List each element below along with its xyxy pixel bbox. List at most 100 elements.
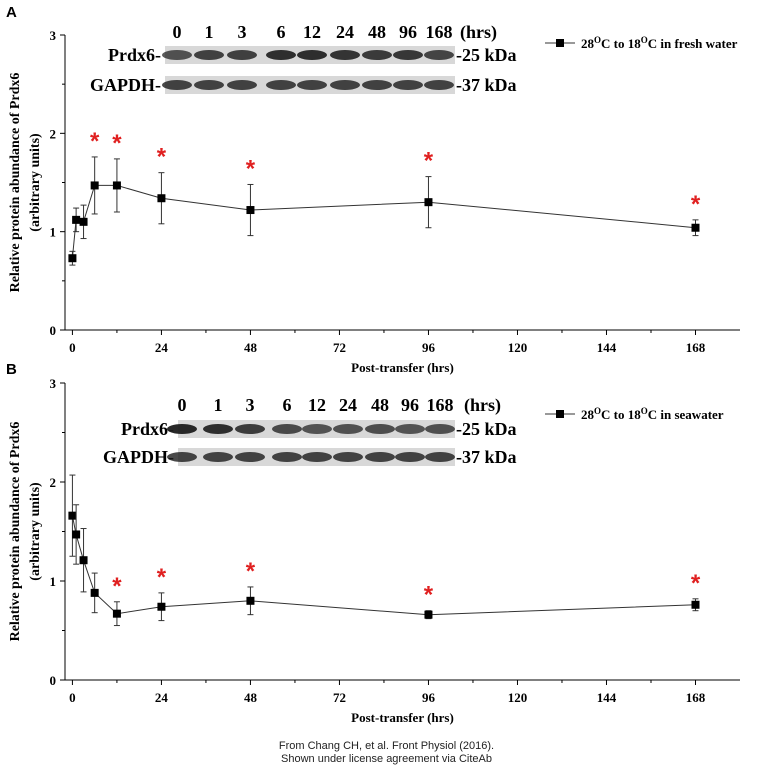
x-tick-label: 96	[422, 340, 436, 355]
blot-time-label: 48	[368, 22, 386, 42]
blot-band-prdx6	[167, 424, 197, 434]
y-tick-label: 3	[50, 28, 57, 43]
y-tick-label: 0	[50, 673, 57, 688]
data-point	[112, 181, 121, 190]
blot-band-prdx6	[425, 424, 455, 434]
blot-time-label: 96	[401, 395, 419, 415]
legend-text-part: 28	[581, 407, 595, 422]
blot-time-label: 96	[399, 22, 417, 42]
x-tick-label: 144	[597, 690, 617, 705]
y-tick-label: 2	[50, 126, 57, 141]
data-point	[246, 206, 255, 215]
blot-band-gapdh	[227, 80, 257, 90]
data-point	[246, 596, 255, 605]
blot-band-gapdh	[395, 452, 425, 462]
x-tick-label: 168	[686, 340, 706, 355]
x-tick-label: 24	[155, 690, 169, 705]
y-tick-label: 1	[50, 574, 57, 589]
legend-marker	[556, 39, 564, 47]
data-point	[157, 194, 166, 203]
blot-band-gapdh	[302, 452, 332, 462]
blot-time-label: 6	[283, 395, 292, 415]
blot-time-label: 168	[426, 22, 453, 42]
x-axis-label: Post-transfer (hrs)	[351, 710, 454, 725]
x-tick-label: 144	[597, 340, 617, 355]
x-tick-label: 48	[244, 340, 258, 355]
blot-time-label: 168	[427, 395, 454, 415]
data-point	[79, 556, 88, 565]
legend-text-part: C in fresh water	[648, 36, 738, 51]
y-tick-label: 0	[50, 323, 57, 338]
blot-band-prdx6	[395, 424, 425, 434]
data-point	[424, 610, 433, 619]
series-line	[71, 184, 696, 259]
data-point	[90, 588, 99, 597]
data-point	[68, 254, 77, 263]
x-tick-label: 0	[69, 340, 76, 355]
blot-band-gapdh	[424, 80, 454, 90]
y-axis-label-units: (arbitrary units)	[28, 133, 43, 232]
x-axis-label: Post-transfer (hrs)	[351, 360, 454, 375]
legend-text-part: C to 18	[601, 407, 641, 422]
blot-band-prdx6	[227, 50, 257, 60]
blot-time-label: 0	[173, 22, 182, 42]
blot-band-prdx6	[272, 424, 302, 434]
significance-asterisk: *	[157, 144, 167, 171]
blot-row2-label: GAPDH-	[90, 75, 161, 95]
blot-band-prdx6	[330, 50, 360, 60]
x-tick-label: 72	[333, 340, 346, 355]
legend-superscript: O	[594, 35, 601, 45]
blot-row2-label: GAPDH-	[103, 447, 174, 467]
blot-band-gapdh	[393, 80, 423, 90]
significance-asterisk: *	[691, 570, 701, 597]
data-point	[424, 198, 433, 207]
blot-band-gapdh	[365, 452, 395, 462]
blot-band-gapdh	[203, 452, 233, 462]
blot-unit-label: (hrs)	[460, 22, 497, 43]
blot-time-label: 1	[214, 395, 223, 415]
legend-marker	[556, 410, 564, 418]
data-point	[691, 223, 700, 232]
blot-row1-size: -25 kDa	[456, 419, 517, 439]
data-point	[68, 511, 77, 520]
data-point	[72, 530, 81, 539]
blot-band-gapdh	[362, 80, 392, 90]
significance-asterisk: *	[157, 564, 167, 591]
data-point	[79, 217, 88, 226]
y-tick-label: 2	[50, 475, 57, 490]
blot-band-prdx6	[162, 50, 192, 60]
x-tick-label: 72	[333, 690, 346, 705]
x-tick-label: 24	[155, 340, 169, 355]
blot-band-prdx6	[302, 424, 332, 434]
blot-time-label: 48	[371, 395, 389, 415]
blot-band-prdx6	[424, 50, 454, 60]
significance-asterisk: *	[691, 191, 701, 218]
y-tick-label: 1	[50, 225, 57, 240]
significance-asterisk: *	[246, 155, 256, 182]
legend-text-part: 28	[581, 36, 595, 51]
blot-time-label: 3	[238, 22, 247, 42]
blot-time-label: 24	[339, 395, 357, 415]
x-tick-label: 96	[422, 690, 436, 705]
blot-band-prdx6	[365, 424, 395, 434]
significance-asterisk: *	[246, 558, 256, 585]
blot-band-prdx6	[266, 50, 296, 60]
legend-text-part: C in seawater	[648, 407, 724, 422]
x-tick-label: 0	[69, 690, 76, 705]
credit-line-1: From Chang CH, et al. Front Physiol (201…	[278, 740, 495, 752]
data-point	[157, 602, 166, 611]
legend-text-part: C to 18	[601, 36, 641, 51]
blot-band-gapdh	[330, 80, 360, 90]
y-tick-label: 3	[50, 376, 57, 391]
credit-line-2: Shown under license agreement via CiteAb	[281, 753, 492, 765]
blot-band-gapdh	[425, 452, 455, 462]
y-axis-label: Relative protein abundance of Prdx6	[8, 422, 23, 642]
blot-time-label: 6	[277, 22, 286, 42]
blot-row2-size: -37 kDa	[456, 447, 517, 467]
blot-band-gapdh	[333, 452, 363, 462]
significance-asterisk: *	[424, 148, 434, 175]
blot-time-label: 12	[308, 395, 326, 415]
significance-asterisk: *	[424, 582, 434, 609]
